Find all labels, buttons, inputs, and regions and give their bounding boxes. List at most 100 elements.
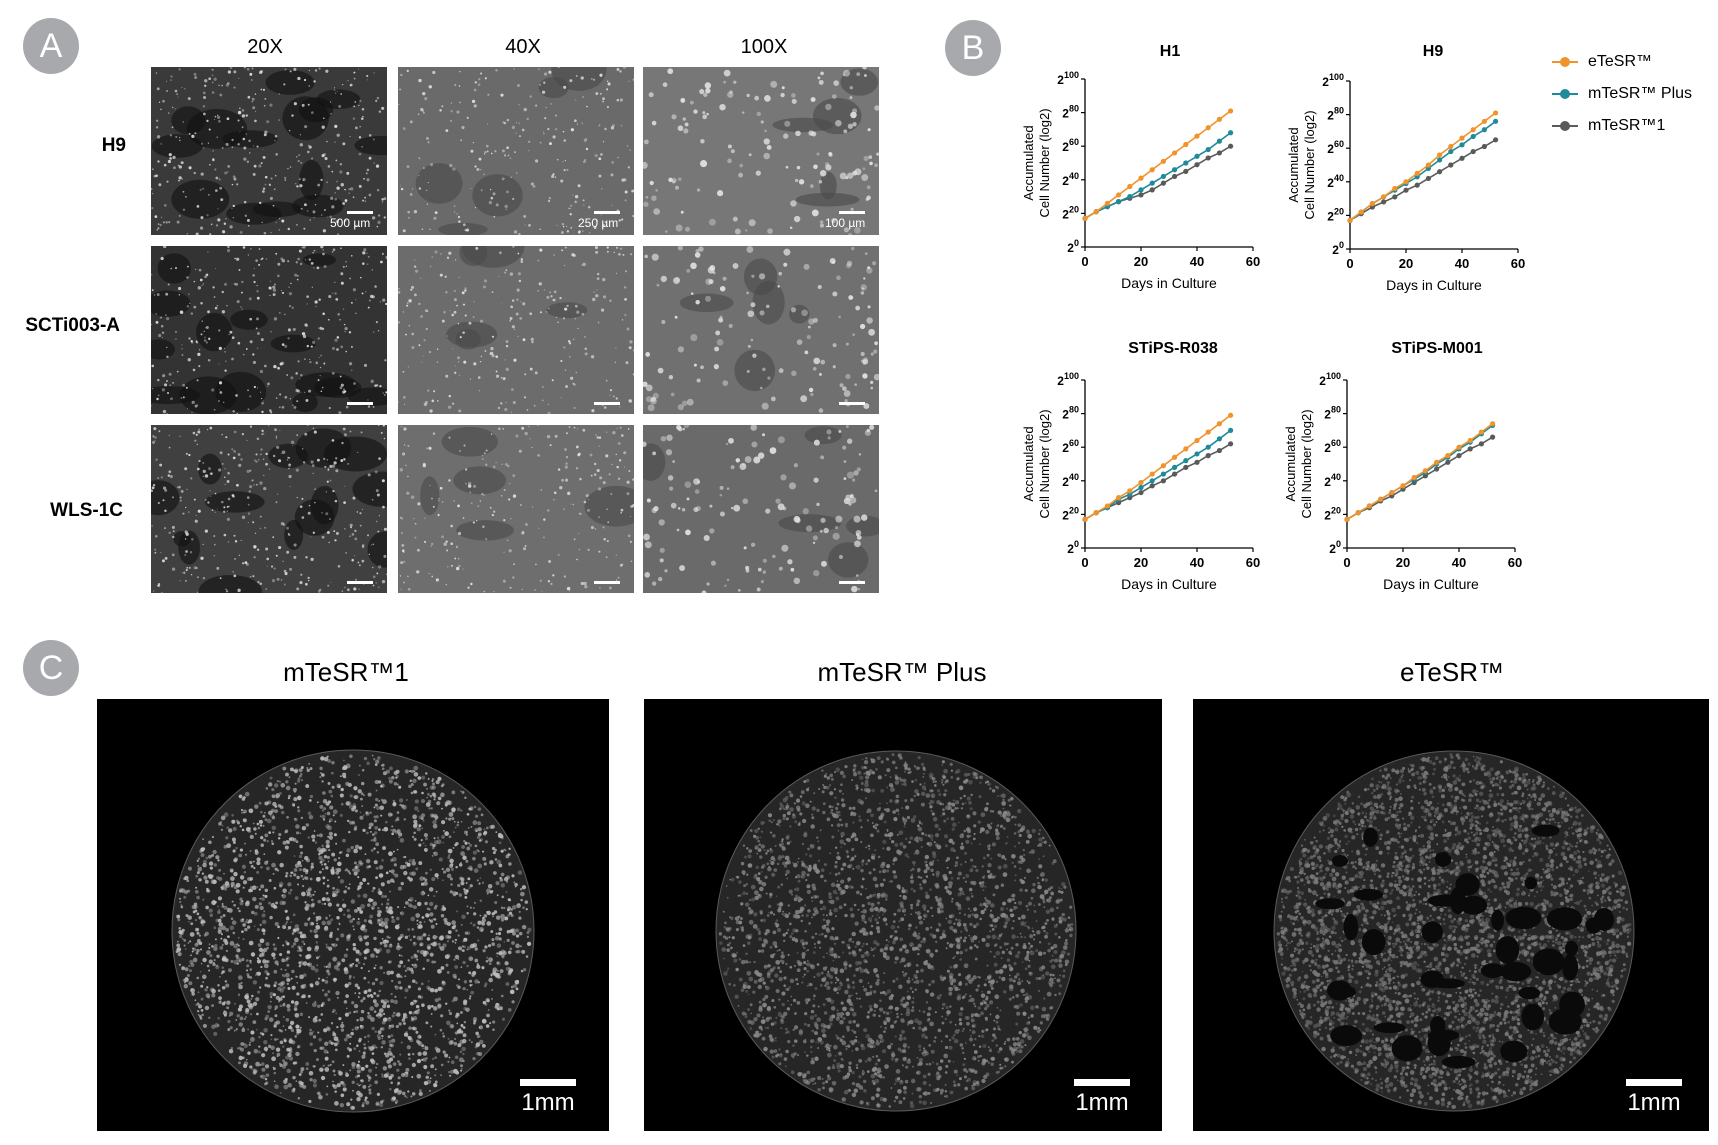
data-point bbox=[1172, 150, 1178, 156]
dish-image-etesr: 1mm bbox=[1193, 699, 1709, 1131]
data-point bbox=[1378, 496, 1384, 502]
x-tick-label: 0 bbox=[1081, 254, 1088, 269]
col-label-20x: 20X bbox=[247, 36, 283, 58]
data-point bbox=[1149, 478, 1155, 484]
data-point bbox=[1490, 434, 1496, 440]
x-tick-label: 40 bbox=[1455, 256, 1469, 271]
data-point bbox=[1116, 495, 1122, 501]
data-point bbox=[1093, 510, 1099, 516]
data-point bbox=[1194, 437, 1200, 444]
legend-item-etesr: eTeSR™ bbox=[1552, 53, 1652, 71]
data-point bbox=[1403, 187, 1409, 193]
data-point bbox=[1194, 451, 1200, 457]
data-point bbox=[1490, 421, 1496, 427]
x-tick-label: 0 bbox=[1081, 555, 1088, 570]
data-point bbox=[1381, 194, 1387, 200]
data-point bbox=[1138, 187, 1144, 193]
y-tick-label: 240 bbox=[1327, 173, 1344, 190]
data-point bbox=[1228, 130, 1234, 136]
row-label-wls1c: WLS-1C bbox=[50, 500, 123, 521]
data-point bbox=[1228, 427, 1234, 433]
data-point bbox=[1216, 447, 1222, 454]
y-tick-label: 220 bbox=[1062, 505, 1079, 522]
data-point bbox=[1138, 484, 1144, 491]
data-point bbox=[1138, 175, 1144, 181]
micrograph-wls1c-20x bbox=[151, 425, 387, 593]
data-point bbox=[1228, 441, 1234, 447]
x-tick-label: 20 bbox=[1134, 555, 1148, 570]
data-point bbox=[1434, 466, 1440, 472]
micrograph-scti003a-100x bbox=[643, 246, 879, 414]
data-point bbox=[1160, 478, 1166, 484]
data-point bbox=[1205, 444, 1211, 450]
x-tick-label: 60 bbox=[1511, 256, 1525, 271]
scalebar-h9-20x bbox=[347, 211, 373, 214]
data-point bbox=[1481, 143, 1487, 150]
legend-item-mtesr-plus: mTeSR™ Plus bbox=[1552, 85, 1692, 103]
data-point bbox=[1403, 179, 1409, 185]
x-axis-label: Days in Culture bbox=[1383, 576, 1479, 592]
data-point bbox=[1470, 148, 1476, 155]
data-point bbox=[1425, 175, 1431, 182]
data-point bbox=[1422, 468, 1428, 474]
legend-label-mtesr-plus: mTeSR™ Plus bbox=[1588, 85, 1693, 102]
data-point bbox=[1127, 488, 1133, 494]
data-point bbox=[1437, 157, 1443, 163]
data-point bbox=[1411, 474, 1417, 481]
data-point bbox=[1459, 135, 1465, 141]
micrograph-scti003a-20x bbox=[151, 246, 387, 414]
x-tick-label: 0 bbox=[1343, 555, 1350, 570]
scale-label-500um: 500 µm bbox=[330, 216, 371, 230]
y-axis-label: Accumulated bbox=[1021, 426, 1036, 501]
dish-scalebar-mtesr1 bbox=[520, 1079, 576, 1086]
data-point bbox=[1434, 459, 1440, 465]
dish-scalebar-etesr bbox=[1626, 1079, 1682, 1086]
dish-image-mtesr1: 1mm bbox=[97, 699, 609, 1131]
y-tick-label: 20 bbox=[1329, 539, 1341, 556]
data-point bbox=[1116, 199, 1122, 205]
y-tick-label: 280 bbox=[1324, 405, 1341, 422]
data-point bbox=[1205, 429, 1211, 435]
x-tick-label: 60 bbox=[1246, 555, 1260, 570]
legend-label-mtesr1: mTeSR™1 bbox=[1588, 117, 1666, 134]
chart-title: H1 bbox=[1160, 43, 1181, 60]
y-tick-label: 240 bbox=[1062, 171, 1079, 188]
data-point bbox=[1205, 125, 1211, 131]
scalebar-scti003a-100x bbox=[839, 402, 865, 405]
y-axis-label: Accumulated bbox=[1283, 426, 1298, 501]
legend-swatch-mtesr1-icon bbox=[1552, 120, 1578, 132]
y-axis-label: Cell Number (log2) bbox=[1299, 409, 1314, 518]
y-tick-label: 20 bbox=[1067, 539, 1079, 556]
data-point bbox=[1437, 169, 1443, 175]
data-point bbox=[1228, 108, 1234, 114]
chart-title: STiPS-M001 bbox=[1391, 340, 1482, 357]
data-point bbox=[1478, 429, 1484, 435]
data-point bbox=[1414, 182, 1420, 188]
data-point bbox=[1138, 489, 1144, 496]
x-axis-label: Days in Culture bbox=[1121, 576, 1217, 592]
data-point bbox=[1149, 187, 1155, 193]
scalebar-h9-100x bbox=[839, 211, 865, 214]
data-point bbox=[1216, 116, 1222, 122]
data-point bbox=[1470, 127, 1476, 133]
data-point bbox=[1149, 471, 1155, 477]
data-point bbox=[1160, 173, 1166, 180]
data-point bbox=[1481, 118, 1487, 124]
x-tick-label: 20 bbox=[1399, 256, 1413, 271]
y-axis-label: Cell Number (log2) bbox=[1037, 409, 1052, 518]
y-axis-label: Accumulated bbox=[1286, 127, 1301, 202]
y-tick-label: 2100 bbox=[1057, 371, 1079, 388]
data-point bbox=[1149, 180, 1155, 186]
scalebar-h9-40x bbox=[594, 211, 620, 214]
x-axis-label: Days in Culture bbox=[1386, 277, 1482, 293]
y-tick-label: 260 bbox=[1062, 137, 1079, 154]
data-point bbox=[1478, 441, 1484, 447]
data-point bbox=[1392, 194, 1398, 200]
y-tick-label: 280 bbox=[1327, 106, 1344, 123]
data-point bbox=[1481, 127, 1487, 133]
x-tick-label: 40 bbox=[1452, 555, 1466, 570]
data-point bbox=[1389, 489, 1395, 496]
dish-title-etesr: eTeSR™ bbox=[1399, 657, 1505, 687]
data-point bbox=[1138, 192, 1144, 198]
y-tick-label: 240 bbox=[1324, 472, 1341, 489]
